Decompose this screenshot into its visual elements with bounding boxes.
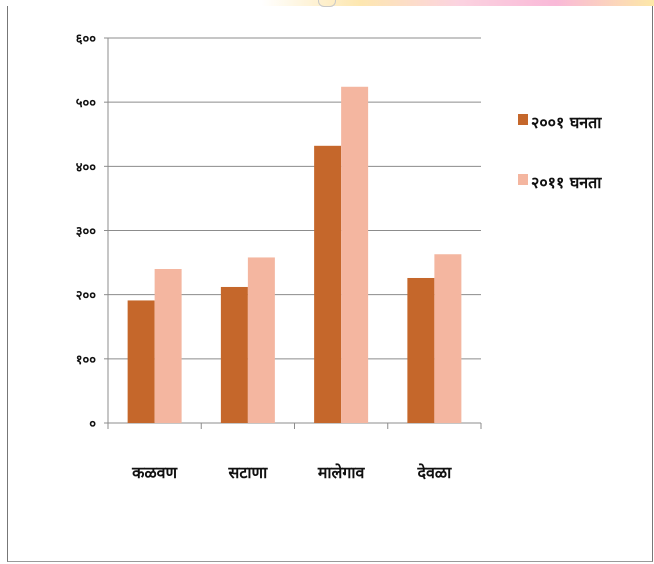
y-tick-label: २०० — [76, 289, 97, 304]
y-tick-label: ३०० — [76, 225, 97, 240]
bar — [247, 257, 275, 423]
legend-swatch — [518, 114, 528, 125]
y-tick-label: ५०० — [76, 96, 97, 111]
y-tick-label: ४०० — [76, 160, 97, 175]
bar — [341, 86, 369, 424]
legend-label: २०११ घनता — [531, 173, 602, 192]
y-tick-label: ० — [89, 417, 96, 432]
y-tick-label: १०० — [76, 353, 97, 368]
bar — [220, 286, 248, 423]
x-category-label: सटाणा — [228, 463, 269, 482]
bar — [154, 269, 182, 423]
bar — [434, 254, 462, 423]
x-category-label: मालेगाव — [317, 463, 366, 482]
x-category-label: देवळा — [417, 463, 453, 482]
bar — [127, 300, 155, 423]
x-category-label: कळवण — [131, 463, 178, 482]
slide-frame — [7, 6, 653, 562]
y-tick-label: ६०० — [76, 32, 97, 47]
legend-swatch — [518, 174, 528, 185]
bar — [314, 145, 342, 424]
bar — [407, 277, 435, 423]
top-decorative-strip — [0, 0, 654, 6]
legend-label: २००१ घनता — [531, 113, 602, 132]
